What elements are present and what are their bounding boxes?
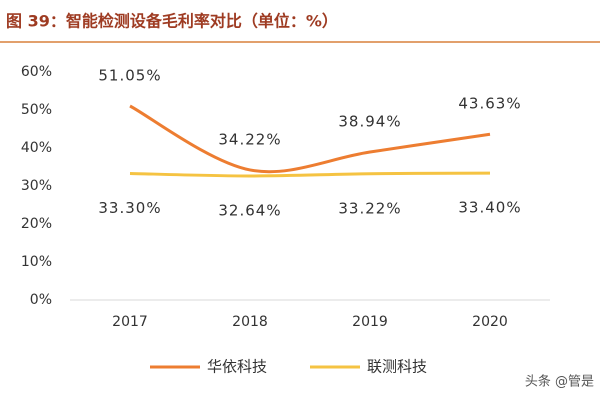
y-tick-label: 30% [21,178,52,194]
data-label: 33.40% [458,199,521,217]
series-line [129,171,491,178]
watermark: 头条 @管是 [525,374,594,390]
chart-title: 图 39：智能检测设备毛利率对比（单位：%） [6,12,338,31]
legend-label: 联测科技 [367,358,427,376]
x-tick-label: 2017 [112,314,148,330]
y-tick-label: 20% [21,216,52,232]
data-label: 34.22% [218,130,281,148]
x-tick-label: 2019 [352,314,388,330]
y-tick-label: 0% [30,292,52,308]
data-label: 38.94% [338,113,401,131]
legend-label: 华依科技 [207,358,267,376]
y-tick-label: 50% [21,102,52,118]
data-label: 33.22% [338,199,401,217]
data-label: 43.63% [458,95,521,113]
x-tick-label: 2018 [232,314,268,330]
series-line [129,104,491,174]
y-tick-label: 10% [21,254,52,270]
y-tick-label: 60% [21,64,52,80]
data-label: 33.30% [98,199,161,217]
data-label: 51.05% [98,67,161,85]
x-tick-label: 2020 [472,314,508,330]
data-label: 32.64% [218,201,281,219]
y-tick-label: 40% [21,140,52,156]
